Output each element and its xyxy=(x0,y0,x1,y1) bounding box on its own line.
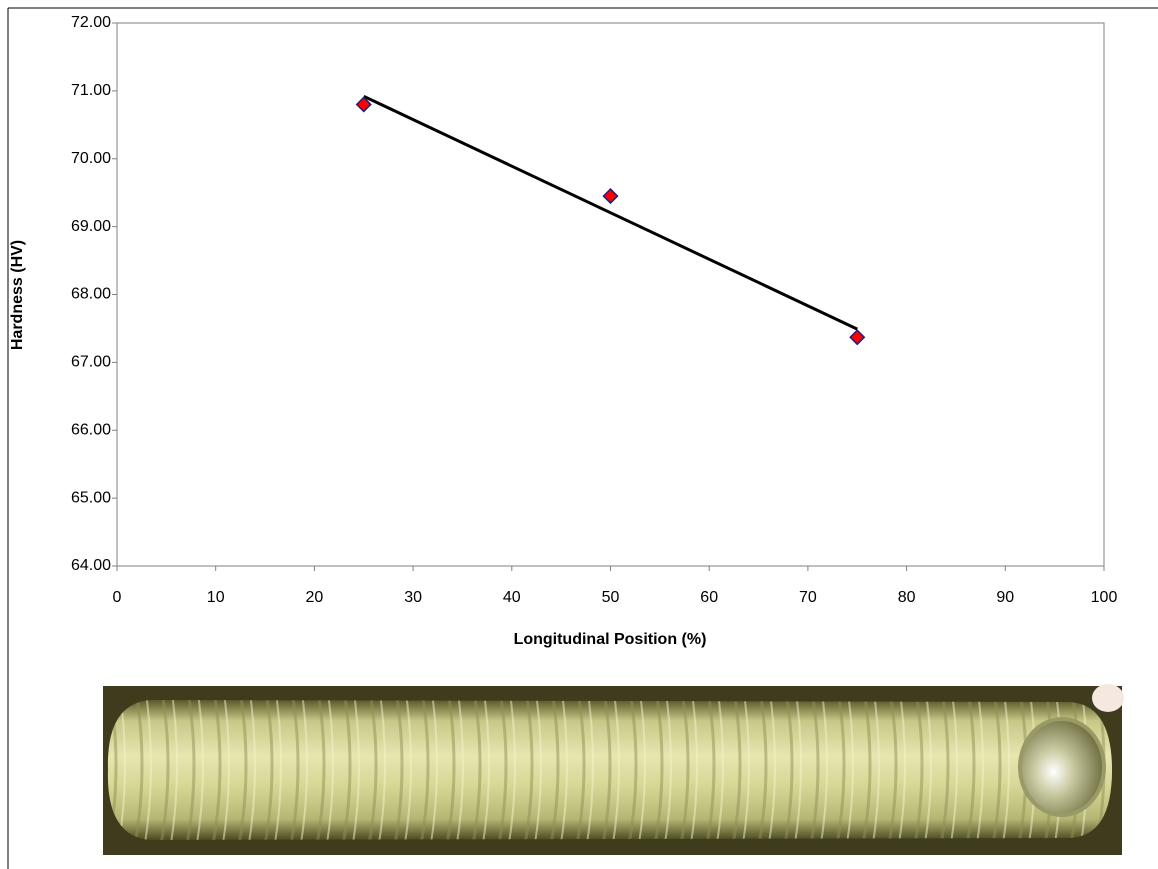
y-tick-label: 64.00 xyxy=(71,557,111,574)
data-point xyxy=(355,96,372,113)
photo xyxy=(103,684,1124,855)
x-tick-label: 60 xyxy=(700,589,718,606)
x-axis-title: Longitudinal Position (%) xyxy=(514,631,707,648)
y-tick-label: 70.00 xyxy=(71,150,111,167)
y-tick-label: 66.00 xyxy=(71,421,111,438)
x-tick-label: 90 xyxy=(996,589,1014,606)
y-tick-label: 65.00 xyxy=(71,489,111,506)
plot-area xyxy=(116,22,1105,567)
x-tick-label: 20 xyxy=(306,589,324,606)
x-tick-label: 70 xyxy=(799,589,817,606)
y-tick-label: 67.00 xyxy=(71,354,111,371)
y-tick-label: 72.00 xyxy=(71,14,111,31)
y-tick-label: 68.00 xyxy=(71,286,111,303)
trendline xyxy=(363,94,858,331)
y-tick-label: 69.00 xyxy=(71,218,111,235)
y-axis-title: Hardness (HV) xyxy=(9,240,26,350)
x-tick-label: 100 xyxy=(1091,589,1118,606)
data-point xyxy=(849,329,866,346)
x-tick-label: 30 xyxy=(404,589,422,606)
x-tick-label: 80 xyxy=(898,589,916,606)
x-tick-label: 10 xyxy=(207,589,225,606)
x-tick-label: 40 xyxy=(503,589,521,606)
data-point xyxy=(602,188,619,205)
y-tick-label: 71.00 xyxy=(71,82,111,99)
x-tick-label: 0 xyxy=(113,589,122,606)
x-tick-label: 50 xyxy=(602,589,620,606)
